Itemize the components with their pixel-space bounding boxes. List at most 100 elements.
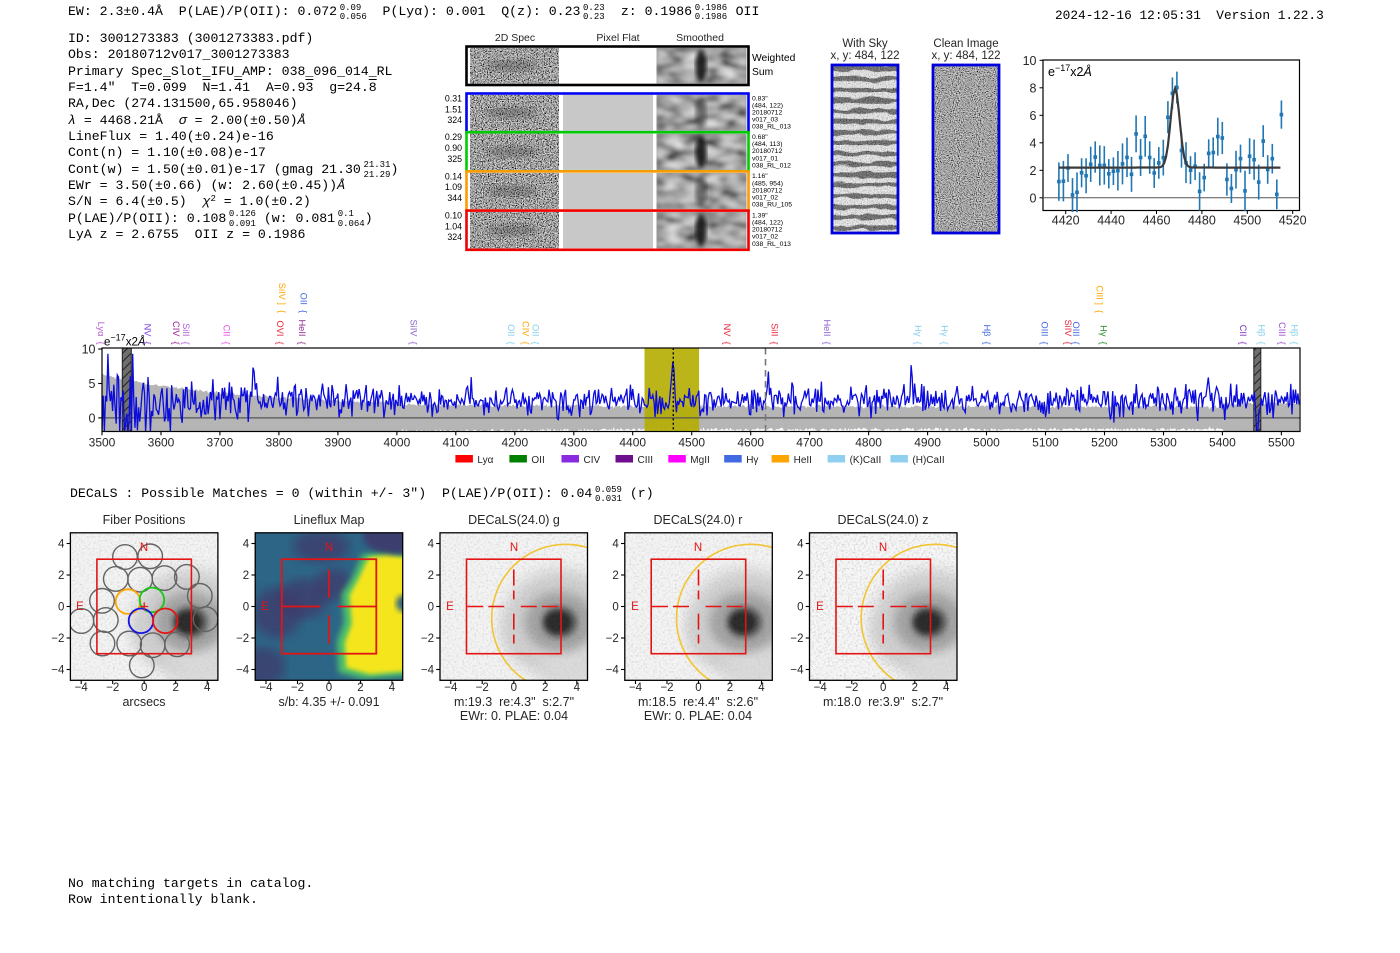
svg-text:DECaLS(24.0) g: DECaLS(24.0) g [468, 513, 560, 527]
svg-text:m:18.0 re:3.9" s:2.7": m:18.0 re:3.9" s:2.7" [823, 695, 943, 709]
svg-text:0.68": 0.68" [752, 134, 768, 141]
svg-text:3600: 3600 [148, 436, 175, 450]
svg-text:5200: 5200 [1091, 436, 1118, 450]
svg-text:Lineflux Map: Lineflux Map [294, 513, 365, 527]
svg-text:CIII: CIII [638, 455, 654, 466]
svg-text:−2: −2 [421, 633, 434, 645]
svg-text:OIII: OIII [1040, 322, 1050, 337]
svg-text:HeII: HeII [297, 319, 307, 336]
svg-text:{: { [222, 342, 232, 345]
svg-text:NV: NV [722, 324, 732, 338]
svg-text:{: { [940, 342, 950, 345]
svg-text:{: { [299, 310, 309, 313]
svg-text:0.83": 0.83" [752, 95, 768, 102]
svg-text:{: { [1277, 342, 1287, 345]
svg-text:With Sky: With Sky [842, 38, 888, 50]
svg-text:{: { [1290, 342, 1300, 345]
svg-text:1.09: 1.09 [445, 182, 462, 192]
svg-text:{: { [1063, 342, 1073, 345]
svg-text:OII: OII [531, 455, 544, 466]
svg-text:−4: −4 [814, 682, 828, 694]
svg-text:SiII: SiII [181, 323, 191, 336]
svg-text:{: { [1071, 342, 1081, 345]
svg-text:4: 4 [612, 539, 619, 551]
svg-text:4300: 4300 [560, 436, 587, 450]
svg-text:SiIV ]: SiIV ] [277, 283, 287, 305]
svg-text:SiIV: SiIV [1063, 319, 1073, 337]
svg-text:2: 2 [542, 682, 548, 694]
svg-text:{: { [521, 342, 531, 345]
svg-text:(484, 113): (484, 113) [752, 141, 782, 148]
svg-text:SiIV: SiIV [409, 319, 419, 337]
svg-text:s/b: 4.35 +/- 0.091: s/b: 4.35 +/- 0.091 [278, 695, 379, 709]
svg-text:4500: 4500 [678, 436, 705, 450]
svg-text:−4: −4 [75, 682, 89, 694]
svg-text:{: { [1257, 342, 1267, 345]
svg-text:Hβ: Hβ [1257, 324, 1267, 336]
svg-text:2: 2 [428, 570, 434, 582]
svg-text:4420: 4420 [1052, 214, 1080, 228]
svg-text:4100: 4100 [442, 436, 469, 450]
svg-text:4: 4 [243, 539, 250, 551]
svg-text:Hγ: Hγ [913, 325, 923, 337]
svg-text:Pixel Flat: Pixel Flat [596, 32, 639, 44]
svg-text:4: 4 [389, 682, 396, 694]
svg-text:4: 4 [758, 682, 765, 694]
svg-text:N: N [510, 542, 518, 554]
svg-text:1.39": 1.39" [752, 212, 768, 219]
svg-text:5500: 5500 [1268, 436, 1295, 450]
svg-text:4520: 4520 [1279, 214, 1307, 228]
svg-text:EWr: 0. PLAE: 0.04: EWr: 0. PLAE: 0.04 [460, 709, 568, 723]
svg-text:5: 5 [89, 377, 96, 391]
svg-text:Hβ: Hβ [982, 324, 992, 336]
svg-text:2: 2 [912, 682, 918, 694]
svg-text:−2: −2 [476, 682, 489, 694]
svg-text:2: 2 [172, 682, 178, 694]
svg-text:0: 0 [797, 602, 803, 614]
svg-text:CII: CII [1238, 325, 1248, 337]
svg-text:4: 4 [204, 682, 211, 694]
svg-text:−2: −2 [845, 682, 858, 694]
svg-text:038_RL_013: 038_RL_013 [752, 241, 791, 248]
svg-text:{: { [531, 342, 541, 345]
svg-text:1.16": 1.16" [752, 173, 768, 180]
svg-text:2: 2 [357, 682, 363, 694]
svg-text:4: 4 [943, 682, 950, 694]
svg-text:(485, 954): (485, 954) [752, 180, 783, 187]
svg-text:{: { [913, 342, 923, 345]
svg-text:E: E [631, 601, 639, 613]
svg-text:2D Spec: 2D Spec [495, 32, 535, 44]
svg-text:−4: −4 [606, 665, 620, 677]
svg-text:{: { [1095, 310, 1105, 313]
svg-text:0: 0 [511, 682, 517, 694]
svg-text:{: { [409, 342, 419, 345]
svg-text:2: 2 [58, 570, 64, 582]
svg-text:{: { [171, 342, 181, 345]
svg-text:{: { [722, 342, 732, 345]
svg-text:4400: 4400 [619, 436, 646, 450]
svg-text:Clean Image: Clean Image [933, 38, 998, 50]
svg-text:−2: −2 [236, 633, 249, 645]
svg-text:(H)CaII: (H)CaII [912, 455, 944, 466]
svg-text:0: 0 [326, 682, 332, 694]
svg-text:0.29: 0.29 [445, 132, 462, 142]
svg-text:Sum: Sum [752, 67, 773, 78]
svg-text:324: 324 [447, 232, 462, 242]
svg-text:HeII: HeII [822, 319, 832, 336]
svg-text:−2: −2 [660, 682, 673, 694]
svg-text:344: 344 [447, 193, 462, 203]
svg-text:6: 6 [1030, 109, 1037, 123]
svg-text:0: 0 [58, 602, 64, 614]
svg-text:CIII: CIII [1277, 322, 1287, 336]
svg-text:e−17x2Å: e−17x2Å [104, 333, 146, 349]
svg-text:038_RU_105: 038_RU_105 [752, 202, 792, 209]
svg-text:−4: −4 [259, 682, 273, 694]
svg-text:3900: 3900 [325, 436, 352, 450]
svg-text:{: { [297, 342, 307, 345]
svg-text:{: { [506, 342, 516, 345]
svg-text:{: { [770, 342, 780, 345]
svg-text:4900: 4900 [914, 436, 941, 450]
svg-text:4: 4 [428, 539, 435, 551]
svg-text:OII: OII [299, 293, 309, 305]
svg-text:DECaLS(24.0) r: DECaLS(24.0) r [654, 513, 743, 527]
